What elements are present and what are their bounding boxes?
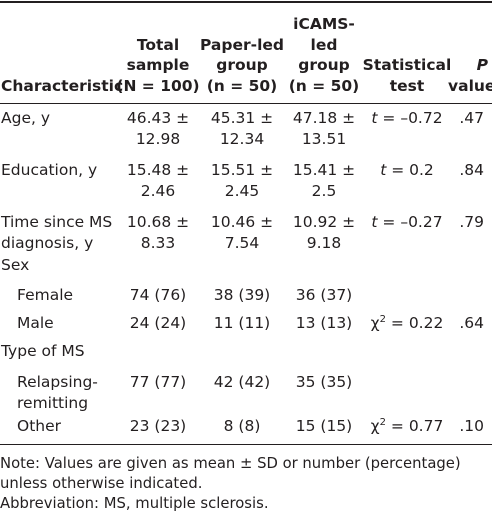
table-bottom-rule xyxy=(0,444,492,445)
test-stat-value: = 0.2 xyxy=(386,161,434,179)
table-header: Characteristic Total sample (N = 100) Pa… xyxy=(0,0,492,100)
table-footnote: Note: Values are given as mean ± SD or n… xyxy=(0,455,461,492)
row-label-male: Male xyxy=(17,314,54,332)
cell-female-icams: 36 (37) xyxy=(295,286,353,304)
cell-time-total: 10.68 ± 8.33 xyxy=(126,213,190,252)
table-header-rule xyxy=(0,103,492,104)
cell-age-test: t = –0.72 xyxy=(358,108,456,129)
section-label-type-of-ms: Type of MS xyxy=(1,342,85,360)
row-label-education: Education, y xyxy=(1,161,98,179)
cell-other-paper: 8 (8) xyxy=(223,417,261,435)
table-top-rule xyxy=(0,1,492,3)
row-label-other: Other xyxy=(17,417,62,435)
header-total-sample: Total sample (N = 100) xyxy=(116,35,200,95)
cell-male-paper: 11 (11) xyxy=(213,314,271,332)
test-stat-value: = 0.77 xyxy=(385,417,444,435)
cell-age-paper: 45.31 ± 12.34 xyxy=(210,109,274,148)
cell-time-test: t = –0.27 xyxy=(358,212,456,233)
section-label-sex: Sex xyxy=(1,256,30,274)
header-paper-led-group: Paper-led group (n = 50) xyxy=(199,35,284,95)
test-stat-value: = –0.27 xyxy=(377,213,443,231)
cell-age-total: 46.43 ± 12.98 xyxy=(126,109,190,148)
cell-female-total: 74 (76) xyxy=(129,286,187,304)
header-characteristic: Characteristic xyxy=(1,76,124,95)
cell-time-icams: 10.92 ± 9.18 xyxy=(292,213,356,252)
cell-relapsing-icams: 35 (35) xyxy=(295,373,353,391)
chi-symbol: χ xyxy=(370,314,380,332)
header-icams-led-group: iCAMS- led group (n = 50) xyxy=(288,15,360,95)
cell-female-paper: 38 (39) xyxy=(213,286,271,304)
cell-age-icams: 47.18 ± 13.51 xyxy=(292,109,356,148)
cell-other-test: χ2 = 0.77 xyxy=(358,416,456,437)
cell-male-test: χ2 = 0.22 xyxy=(358,313,456,334)
chi-symbol: χ xyxy=(370,417,380,435)
test-stat-symbol: t xyxy=(371,213,378,231)
cell-other-icams: 15 (15) xyxy=(295,417,353,435)
cell-other-total: 23 (23) xyxy=(129,417,187,435)
cell-male-p: .64 xyxy=(459,314,484,332)
table-abbreviation-note: Abbreviation: MS, multiple sclerosis. xyxy=(0,495,269,512)
cell-education-test: t = 0.2 xyxy=(358,160,456,181)
header-p-value: P value xyxy=(448,55,492,96)
row-label-female: Female xyxy=(17,286,74,304)
cell-male-icams: 13 (13) xyxy=(295,314,353,332)
cell-age-p: .47 xyxy=(459,109,484,127)
cell-other-p: .10 xyxy=(459,417,484,435)
test-stat-value: = –0.72 xyxy=(377,109,443,127)
row-label-time-since-diagnosis: Time since MS diagnosis, y xyxy=(1,213,113,252)
cell-education-icams: 15.41 ± 2.5 xyxy=(292,161,356,200)
cell-education-p: .84 xyxy=(459,161,484,179)
test-stat-symbol: t xyxy=(371,109,378,127)
cell-relapsing-total: 77 (77) xyxy=(129,373,187,391)
cell-education-paper: 15.51 ± 2.45 xyxy=(210,161,274,200)
header-statistical-test: Statistical test xyxy=(362,56,452,95)
row-label-age: Age, y xyxy=(1,109,51,127)
test-stat-symbol: t xyxy=(380,161,387,179)
header-p-letter: P xyxy=(476,56,488,74)
test-stat-value: = 0.22 xyxy=(385,314,444,332)
cell-male-total: 24 (24) xyxy=(129,314,187,332)
cell-time-p: .79 xyxy=(459,213,484,231)
cell-education-total: 15.48 ± 2.46 xyxy=(126,161,190,200)
chi-superscript: 2 xyxy=(379,416,386,428)
chi-superscript: 2 xyxy=(379,313,386,325)
row-label-relapsing-remitting: Relapsing- remitting xyxy=(17,373,98,412)
header-p-word: value xyxy=(448,76,492,95)
cell-time-paper: 10.46 ± 7.54 xyxy=(210,213,274,252)
cell-relapsing-paper: 42 (42) xyxy=(213,373,271,391)
